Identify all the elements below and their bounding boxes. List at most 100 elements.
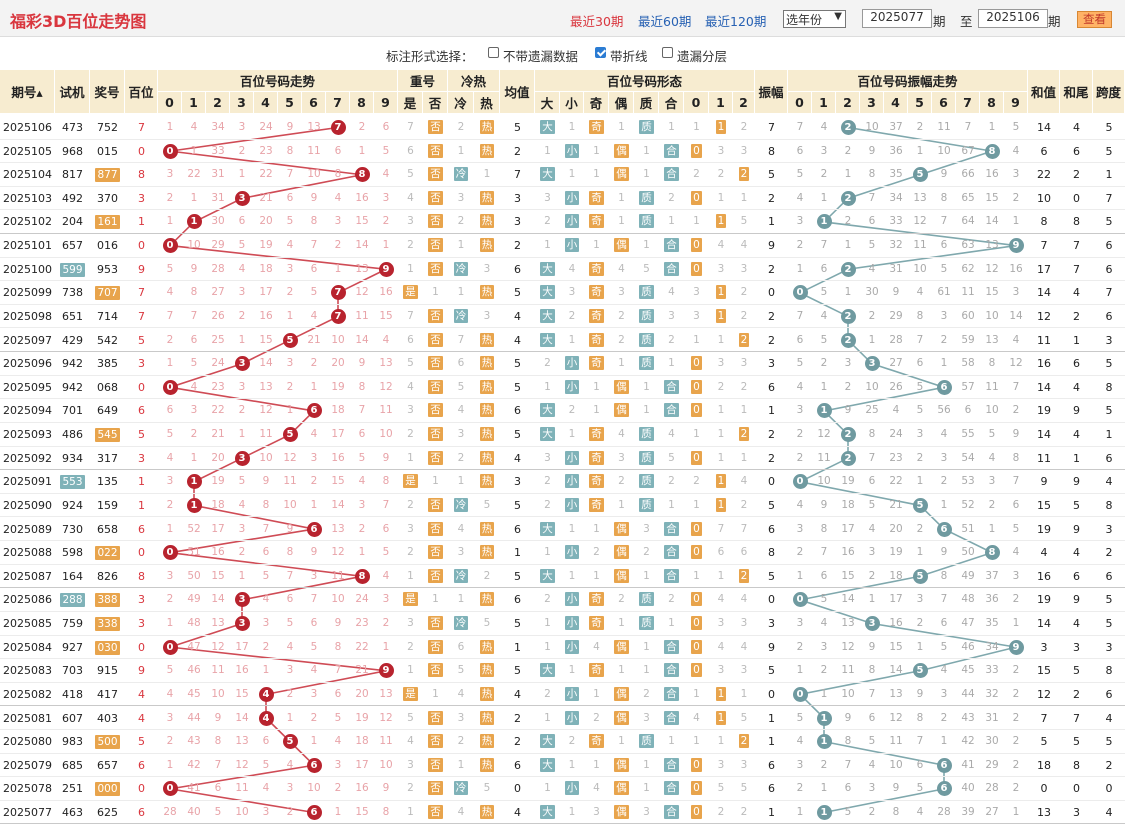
amp-miss: 33 [985, 664, 999, 677]
form-miss: 2 [668, 191, 675, 204]
average: 5 [514, 664, 521, 678]
amp-miss: 1 [1012, 215, 1020, 228]
miss-value: 4 [382, 333, 390, 346]
miss-layer-checkbox[interactable] [662, 47, 673, 58]
miss-value: 18 [211, 498, 225, 511]
hot: 热 [474, 376, 500, 399]
prize-number: 370 [97, 191, 118, 205]
amp-miss: 7 [796, 309, 804, 322]
average: 5 [514, 498, 521, 512]
odd-block: 奇 [589, 261, 604, 276]
sum-value: 7 [1040, 239, 1048, 253]
amp-miss: 5 [916, 380, 924, 393]
recent-120-link[interactable]: 最近120期 [705, 14, 767, 29]
repeat-miss: 2 [407, 546, 414, 559]
hundreds-digit: 9 [138, 664, 145, 678]
miss-value: 2 [166, 333, 174, 346]
amp-miss: 4 [1012, 546, 1020, 559]
miss-value: 44 [187, 711, 201, 724]
end-issue-input[interactable]: 2025106 [978, 9, 1048, 28]
form-miss: 4 [717, 239, 725, 252]
form-miss: 4 [668, 428, 675, 441]
miss-value: 10 [259, 451, 273, 464]
miss-value: 6 [310, 262, 318, 275]
amp-miss: 31 [985, 711, 999, 724]
form-miss: 2 [544, 593, 551, 606]
sum-tail: 3 [1073, 805, 1080, 819]
miss-value: 19 [355, 711, 369, 724]
form-header: 合 [659, 92, 684, 114]
hundreds-digit: 0 [138, 546, 145, 560]
prize-number-block: 500 [95, 735, 120, 750]
miss-value: 9 [286, 121, 294, 133]
col-hezhi: 和值 [1028, 70, 1060, 114]
amp-miss: 6 [940, 617, 948, 630]
miss-value: 4 [262, 782, 270, 795]
polyline-checkbox[interactable] [595, 47, 606, 58]
amp-miss: 33 [889, 215, 903, 228]
amplitude: 2 [768, 333, 775, 347]
even: 偶 [609, 777, 634, 800]
amp-miss: 2 [796, 546, 804, 559]
small-block: 小 [564, 474, 580, 489]
amp-miss: 2 [868, 569, 876, 582]
route-block: 0 [691, 190, 702, 205]
repeat-miss: 3 [407, 758, 414, 771]
issue-number: 2025084 [3, 640, 52, 654]
issue-number: 2025079 [3, 758, 52, 772]
miss-value: 8 [262, 498, 270, 511]
test-number: 924 [62, 498, 83, 512]
repeat-no: 否 [423, 730, 448, 753]
amp-miss: 1 [844, 286, 852, 299]
cold-miss: 1 [457, 758, 465, 771]
year-select[interactable]: 选年份 ▼ [783, 10, 846, 28]
miss-value: 7 [310, 593, 318, 606]
form-miss: 2 [568, 735, 576, 748]
big-block: 大 [540, 734, 555, 749]
form-miss: 7 [740, 522, 748, 535]
amp-miss: 48 [961, 593, 975, 606]
sum-tail: 6 [1073, 569, 1080, 583]
amplitude: 5 [768, 569, 775, 583]
form-header: 2 [733, 92, 755, 114]
amp-digit-header: 3 [860, 92, 884, 114]
amp-miss: 5 [868, 498, 876, 511]
issue-number: 2025097 [3, 333, 52, 347]
digit-header: 0 [158, 92, 182, 114]
form-miss: 1 [618, 498, 625, 511]
hot-block: 热 [479, 403, 495, 418]
repeat-no-block: 否 [428, 710, 443, 725]
sum-value: 6 [1040, 144, 1048, 158]
route: 1 [709, 683, 733, 706]
recent-30-link[interactable]: 最近30期 [570, 14, 624, 29]
repeat-miss: 5 [407, 357, 414, 370]
amp-miss: 9 [892, 782, 900, 795]
miss-value: 5 [166, 428, 174, 441]
cold-miss: 6 [457, 357, 465, 370]
no-miss-checkbox[interactable] [488, 47, 499, 58]
miss-value: 10 [331, 333, 345, 346]
repeat-miss: 7 [407, 309, 414, 322]
amp-miss: 10 [985, 404, 999, 417]
small-block: 小 [564, 450, 580, 465]
form-miss: 1 [568, 168, 576, 181]
sum-tail: 3 [1073, 640, 1080, 654]
repeat-no: 否 [423, 518, 448, 541]
miss-value: 7 [262, 522, 270, 535]
small: 小 [560, 352, 584, 375]
hot: 热 [474, 470, 500, 493]
form-miss: 2 [643, 546, 650, 559]
form-miss: 1 [643, 664, 650, 677]
repeat-miss: 6 [407, 144, 414, 157]
query-button[interactable]: 查看 [1077, 11, 1112, 28]
amp-miss: 56 [937, 404, 951, 417]
miss-value: 11 [211, 664, 225, 677]
miss-value: 3 [334, 758, 342, 771]
amplitude: 0 [768, 475, 775, 489]
amp-miss: 13 [985, 333, 999, 346]
miss-value: 8 [334, 640, 342, 653]
repeat-no-block: 否 [428, 639, 443, 654]
recent-60-link[interactable]: 最近60期 [638, 14, 692, 29]
start-issue-input[interactable]: 2025077 [862, 9, 932, 28]
issue-number: 2025096 [3, 357, 52, 371]
